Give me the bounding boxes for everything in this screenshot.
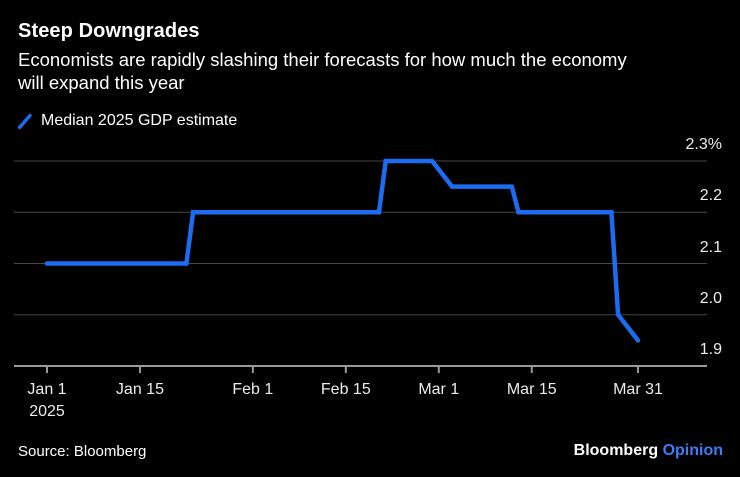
y-axis-label: 1.9 (699, 341, 722, 358)
chart-subtitle-line-2: will expand this year (18, 72, 185, 93)
x-axis-label: Mar 31 (613, 381, 663, 398)
series-line-median-gdp-estimate (44, 158, 641, 343)
legend: Median 2025 GDP estimate (17, 112, 237, 130)
x-axis-label: Mar 15 (506, 381, 557, 398)
x-axis-label: Jan 1 2025 (27, 381, 67, 420)
x-axis-label: Mar 1 (418, 381, 460, 398)
y-axis-label: 2.1 (699, 238, 722, 256)
y-axis-label: 2.3% (685, 136, 722, 153)
y-axis-label: 2.2 (699, 187, 722, 205)
x-axis-label: Jan 15 (115, 381, 164, 398)
chart-subtitle-line-1: Economists are rapidly slashing their fo… (18, 49, 627, 70)
legend-label: Median 2025 GDP estimate (41, 112, 238, 129)
brand-name: Bloomberg (573, 442, 659, 459)
chart-subtitle: Economists are rapidly slashing their fo… (18, 48, 627, 94)
x-axis-label: Feb 15 (320, 381, 371, 398)
brand-suffix: Opinion (662, 442, 723, 459)
line-slash-icon (17, 113, 32, 129)
source-note: Source: Bloomberg (18, 443, 147, 460)
chart-title: Steep Downgrades (18, 20, 200, 42)
x-axis-label: Feb 1 (232, 381, 274, 398)
bloomberg-opinion-logo: Bloomberg Opinion (574, 442, 723, 460)
y-axis-label: 2.0 (699, 289, 722, 307)
